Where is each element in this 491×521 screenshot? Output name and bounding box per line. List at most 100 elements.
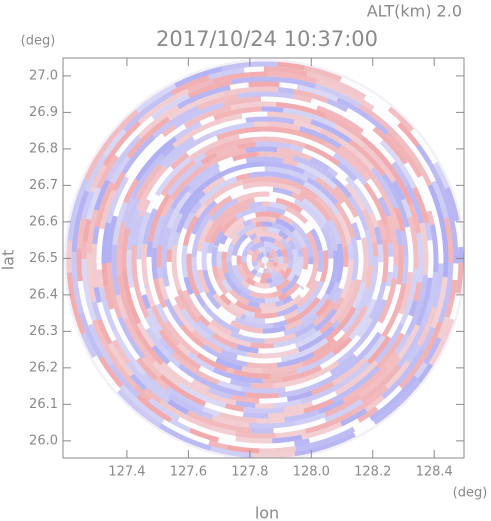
echo-segment [235, 400, 256, 409]
echo-segment [111, 339, 131, 365]
echo-segment [221, 251, 228, 260]
echo-segment [341, 305, 368, 341]
echo-segment [363, 334, 386, 361]
echo-segment [231, 238, 243, 257]
echo-segment [199, 291, 233, 325]
echo-segment [268, 231, 283, 242]
echo-segment [112, 201, 128, 246]
echo-segment [247, 362, 278, 369]
echo-segment [359, 135, 395, 173]
echo-segment [417, 362, 434, 383]
echo-segment [247, 249, 254, 257]
echo-segment [257, 267, 264, 274]
echo-segment [269, 191, 296, 204]
echo-segment [158, 277, 169, 301]
echo-segment [66, 240, 73, 273]
echo-segment [283, 309, 299, 321]
echo-segment [187, 352, 215, 372]
echo-segment [383, 351, 399, 369]
echo-segment [255, 141, 291, 150]
echo-segment [236, 263, 249, 281]
echo-segment [258, 343, 297, 354]
echo-segment [319, 128, 341, 143]
echo-segment [254, 196, 277, 203]
echo-segment [299, 209, 317, 226]
echo-segment [161, 144, 176, 158]
echo-segment [112, 329, 147, 376]
echo-segment [252, 248, 261, 258]
echo-segment [305, 263, 319, 289]
echo-segment [146, 256, 161, 306]
echo-segment [336, 340, 362, 365]
echo-segment [321, 300, 337, 319]
echo-segment [292, 93, 313, 104]
echo-segment [91, 243, 99, 288]
echo-segment [347, 195, 369, 231]
echo-segment [273, 399, 302, 409]
echo-segment [102, 120, 142, 167]
echo-segment [148, 397, 180, 422]
echo-segment [288, 233, 302, 251]
echo-segment [257, 246, 266, 254]
echo-segment [92, 355, 121, 393]
echo-segment [250, 342, 275, 349]
echo-segment [161, 419, 210, 445]
echo-segment [258, 151, 295, 161]
echo-segment [397, 325, 425, 368]
echo-segment [191, 329, 224, 354]
echo-segment [177, 363, 203, 383]
echo-segment [319, 250, 329, 283]
echo-segment [191, 257, 205, 294]
echo-segment [217, 242, 225, 252]
echo-segment [206, 252, 214, 274]
echo-segment [212, 71, 268, 84]
echo-segment [241, 366, 264, 374]
echo-segment [134, 136, 178, 182]
echo-segment [333, 329, 346, 342]
echo-segment [215, 144, 238, 157]
echo-segment [238, 131, 295, 140]
echo-segment [136, 211, 151, 260]
echo-segment [81, 242, 88, 260]
echo-segment [275, 299, 285, 308]
echo-segment [284, 401, 314, 413]
echo-segment [196, 320, 215, 337]
echo-segment [142, 372, 171, 398]
echo-segment [246, 240, 256, 249]
y-axis-label: lat [0, 250, 18, 271]
echo-segment [416, 306, 437, 347]
echo-segment [291, 248, 299, 264]
echo-segment [364, 265, 374, 290]
echo-segment [401, 256, 409, 285]
echo-segment [243, 244, 251, 253]
echo-segment [213, 106, 262, 121]
echo-segment [334, 124, 366, 148]
echo-segment [391, 180, 406, 201]
echo-segment [250, 382, 273, 389]
echo-segment [277, 230, 289, 240]
echo-segment [400, 230, 409, 257]
y-tick-label: 26.5 [29, 251, 58, 266]
echo-segment [363, 95, 389, 115]
echo-segment [405, 184, 425, 224]
echo-segment [352, 417, 373, 432]
echo-segment [331, 365, 380, 403]
echo-segment [221, 259, 229, 274]
echo-segment [379, 139, 417, 189]
y-tick-label: 26.7 [29, 178, 58, 193]
echo-segment [336, 279, 362, 324]
echo-segment [219, 412, 257, 424]
echo-segment [204, 391, 237, 406]
echo-segment [348, 298, 377, 341]
echo-segment [243, 212, 257, 222]
echo-segment [198, 314, 211, 327]
echo-segment [172, 303, 196, 333]
echo-segment [121, 134, 156, 174]
echo-segment [293, 119, 322, 133]
echo-segment [279, 237, 291, 249]
echo-segment [282, 107, 337, 129]
echo-segment [135, 163, 163, 201]
echo-segment [275, 197, 303, 214]
echo-segment [186, 135, 219, 157]
echo-segment [242, 411, 269, 419]
